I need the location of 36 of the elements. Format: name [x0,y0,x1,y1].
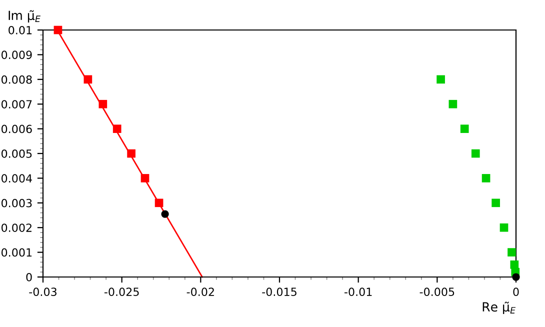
x-tick-label: -0.005 [420,288,454,296]
point [500,223,508,232]
x-tick-label: -0.01 [344,288,372,296]
point [471,149,480,158]
point [448,100,458,108]
point [154,198,164,208]
point [436,75,445,84]
x-tick-label: 0 [513,288,519,296]
point [482,174,490,182]
x-axis-title: Re μ̃$_{E}$ [482,302,516,314]
point [127,149,136,158]
point [84,75,92,84]
point [54,26,62,34]
y-tick-label: 0.004 [2,174,32,183]
point [508,248,516,256]
x-tick-label: -0.025 [104,288,139,296]
point [112,124,122,133]
y-tick-label: 0.009 [2,50,32,60]
y-tick-label: 0.005 [2,149,32,158]
point [492,198,500,208]
point [140,174,150,182]
y-tick-label: 0.003 [2,198,32,208]
y-tick-label: 0.001 [2,248,32,257]
y-tick-label: 0.01 [8,26,32,34]
point [98,100,108,108]
x-tick-label: -0.03 [29,288,56,296]
y-tick-label: 0.006 [2,124,32,134]
y-tick-label: 0.008 [2,75,32,84]
y-axis-title: Im μ̃$_{E}$ [8,10,40,23]
point [460,124,469,133]
y-tick-label: 0.002 [2,224,32,232]
y-tick-label: 0 [26,272,32,282]
x-tick-label: -0.015 [262,288,296,296]
x-tick-label: -0.02 [186,288,214,296]
y-tick-label: 0.007 [2,100,32,108]
point [161,210,169,218]
